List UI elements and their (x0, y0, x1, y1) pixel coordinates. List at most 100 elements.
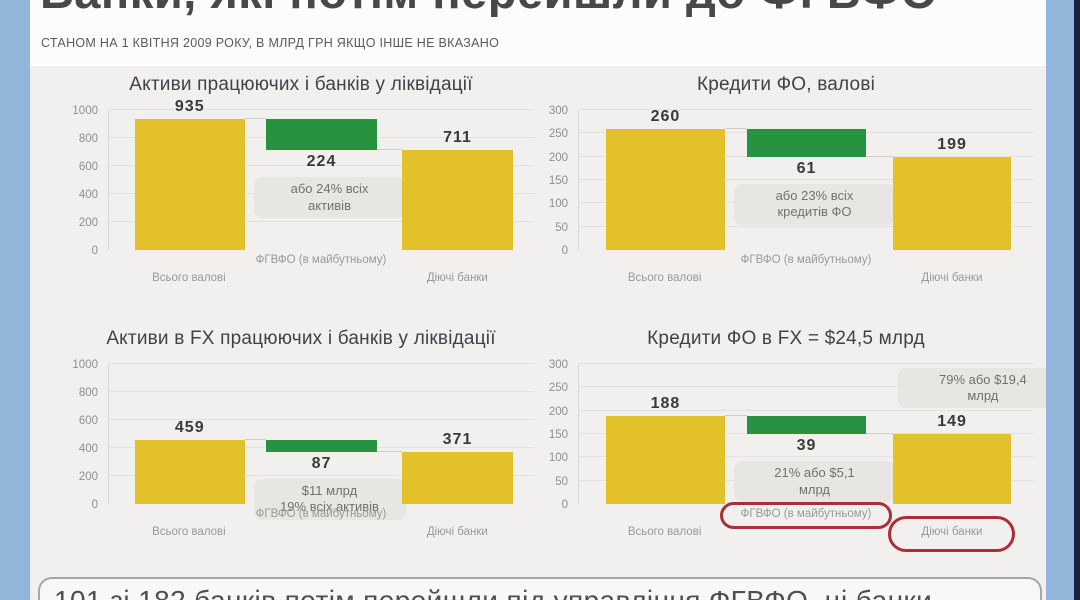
gridline (109, 419, 534, 420)
gridline (579, 363, 1034, 364)
gridline (579, 179, 1034, 180)
gridline (109, 363, 534, 364)
left-border-strip (0, 0, 30, 600)
footer-banner: 101 зі 182 банків потім перейшли під упр… (38, 577, 1042, 600)
y-axis-tick: 150 (548, 175, 568, 187)
y-axis-tick: 300 (548, 359, 568, 371)
chart-title: Кредити ФО, валові (696, 74, 876, 95)
y-axis-tick: 300 (548, 105, 568, 117)
gridline (109, 165, 534, 166)
gridline (579, 386, 1034, 388)
gridline (579, 456, 1034, 458)
bar-value-label: 935 (174, 98, 205, 116)
right-border-strip (1046, 0, 1080, 600)
gridline (109, 391, 534, 392)
plot-area: 935 224 або 24% всіх активів 711 (108, 98, 534, 250)
x-axis-label: ФГВФО (в майбутньому) (692, 502, 920, 529)
y-axis: 0 50 100 150 200 250 300 (528, 359, 578, 511)
chart-title: Кредити ФО в FX = $24,5 млрд (647, 328, 925, 349)
callout-box: або 23% всіх кредитів ФО (733, 184, 896, 225)
y-axis-tick: 250 (548, 128, 568, 141)
x-axis-label: Всього валові (152, 272, 226, 284)
y-axis-tick: 0 (561, 499, 568, 511)
y-axis-tick: 1000 (72, 105, 98, 117)
chart-bar (402, 452, 513, 504)
y-axis-tick: 200 (78, 217, 98, 229)
slide-title-clipped: Банки, які потім перейшли до ФГВФО (40, 0, 1042, 17)
gridline (579, 225, 1034, 227)
y-axis-tick: 200 (548, 151, 568, 164)
callout-box: або 24% всіх активів (253, 177, 406, 218)
slide: Банки, які потім перейшли до ФГВФО СТАНО… (30, 0, 1069, 600)
chart-bar (747, 416, 866, 435)
chart-retail-loans: Кредити ФО, валові 0 50 100 150 200 250 300 260 6… (528, 74, 1044, 305)
connector-line (245, 438, 267, 440)
chart-bar (134, 439, 245, 504)
chart-bar (747, 128, 866, 158)
y-axis-tick: 600 (78, 415, 98, 427)
bar-value-label: 371 (442, 431, 473, 449)
x-axis-labels: Всього валові ФГВФО (в майбутньому) Діючі … (108, 250, 534, 305)
gridline (109, 475, 534, 476)
gridline (109, 221, 534, 222)
x-axis-label: ФГВФО (в майбутньому) (255, 508, 387, 520)
plot-area: 260 61 або 23% всіх кредитів ФО 199 (578, 107, 1034, 250)
gridline (579, 109, 1034, 110)
bar-value-label: 188 (650, 395, 681, 413)
chart-bar (266, 439, 377, 453)
y-axis-tick: 50 (555, 221, 568, 234)
gridline (579, 409, 1034, 411)
callout-box: $11 млрд 19% всіх активів (253, 479, 406, 520)
y-axis: 0 200 400 600 800 1000 (58, 359, 108, 511)
connector-line (865, 156, 893, 158)
y-axis: 0 200 400 600 800 1000 (58, 105, 108, 257)
y-axis-tick: 1000 (72, 359, 98, 371)
y-axis-tick: 800 (78, 133, 98, 145)
y-axis: 0 50 100 150 200 250 300 (528, 105, 578, 257)
connector-line (376, 149, 403, 151)
x-axis-label: Діючі банки (426, 272, 488, 284)
connector-line (376, 451, 403, 453)
plot-area: 188 39 21% або $5,1 млрд 149 79% або $19,4 м… (578, 363, 1069, 504)
y-axis-tick: 100 (548, 198, 568, 211)
x-axis-label: Діючі банки (870, 516, 1034, 552)
connector-line (724, 415, 748, 417)
x-axis-labels: Всього валові ФГВФО (в майбутньому) Діючі … (578, 502, 1034, 559)
chart-bar (892, 157, 1012, 250)
chart-bar (266, 119, 377, 151)
footer-banner-text: 101 зі 182 банків потім перейшли під упр… (54, 585, 932, 600)
y-axis-tick: 600 (78, 161, 98, 173)
bar-value-label: 459 (174, 418, 205, 436)
y-axis-tick: 150 (548, 429, 568, 441)
y-axis-tick: 200 (548, 405, 568, 418)
y-axis-tick: 50 (555, 475, 568, 488)
connector-line (865, 433, 893, 435)
bar-value-label: 199 (937, 136, 967, 154)
y-axis-tick: 200 (78, 471, 98, 483)
y-axis-tick: 400 (78, 189, 98, 201)
y-axis-tick: 0 (561, 245, 568, 257)
chart-title: Активи працюючих і банків у ліквідації (129, 74, 473, 95)
gridline (109, 109, 534, 110)
bar-value-label: 87 (311, 455, 332, 473)
chart-bar (606, 416, 725, 504)
bar-value-label: 149 (937, 413, 967, 431)
chart-assets-total: Активи працюючих і банків у ліквідації 0 2… (58, 74, 544, 305)
chart-bar (402, 150, 513, 250)
x-axis-label: Всього валові (152, 526, 226, 538)
callout-box: 21% або $5,1 млрд (733, 461, 896, 502)
chart-bar (606, 128, 725, 250)
chart-plot-wrap: 0 200 400 600 800 1000 459 87 $11 млрд 19% всіх … (58, 359, 544, 520)
chart-plot-wrap: 0 200 400 600 800 1000 935 224 або 24% всіх акти… (58, 98, 544, 257)
chart-bar (134, 119, 245, 250)
x-axis-label: Діючі банки (426, 526, 488, 538)
y-axis-tick: 0 (91, 499, 98, 511)
y-axis-tick: 800 (78, 387, 98, 399)
chart-bar (892, 434, 1012, 504)
bar-value-label: 260 (650, 107, 681, 125)
callout-box-above: 79% або $19,4 млрд (897, 367, 1069, 409)
red-circle-annotation: Діючі банки (888, 516, 1016, 552)
connector-line (724, 127, 748, 129)
y-axis-tick: 0 (91, 245, 98, 257)
chart-plot-wrap: 0 50 100 150 200 250 300 260 61 або 23% всіх кред… (528, 105, 1044, 257)
